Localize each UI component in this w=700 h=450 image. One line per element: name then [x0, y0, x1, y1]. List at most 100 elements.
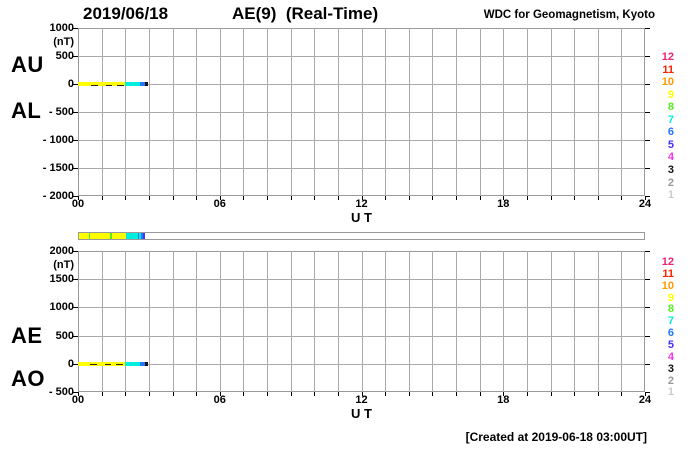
x-tick-mark	[503, 392, 505, 396]
y-tick-label: 1000	[49, 22, 74, 34]
x-tick-mark	[432, 392, 434, 396]
y-tick-mark	[645, 363, 650, 365]
legend-station-count: 9	[667, 291, 674, 304]
index-label-ao: AO	[11, 366, 45, 391]
legend-station-count: 1	[667, 386, 674, 399]
x-tick-mark	[385, 196, 387, 200]
trace-segment	[145, 361, 149, 366]
x-tick-mark	[526, 392, 528, 396]
gridline-vertical	[408, 251, 410, 392]
legend-station-count: 2	[667, 374, 674, 387]
y-tick-label: 500	[55, 329, 74, 342]
status-bar-segment	[139, 233, 141, 239]
legend-station-count: 10	[661, 76, 674, 89]
gridline-horizontal	[78, 335, 645, 337]
gridline-vertical	[574, 251, 576, 392]
trace-overlap-mark	[105, 364, 112, 366]
status-bar-segment	[140, 233, 144, 239]
legend-station-count: 8	[667, 101, 674, 114]
x-tick-mark	[219, 196, 221, 200]
legend-station-count: 3	[667, 163, 674, 176]
legend-station-count: 3	[667, 362, 674, 375]
gridline-vertical	[361, 251, 363, 392]
gridline-horizontal	[78, 363, 645, 365]
y-tick-mark	[73, 196, 78, 197]
x-tick-mark	[385, 392, 387, 396]
y-tick-label: 0	[67, 357, 74, 370]
trace-overlap-mark	[116, 84, 125, 86]
x-tick-mark	[125, 196, 127, 200]
status-bar-segment	[90, 233, 111, 239]
y-tick-label: - 500	[48, 106, 74, 118]
x-tick-mark	[290, 196, 292, 200]
y-tick-mark	[645, 392, 650, 393]
legend-station-count: 1	[667, 189, 674, 202]
x-tick-mark	[196, 392, 198, 396]
legend-station-count: 4	[667, 350, 674, 363]
x-tick-mark	[645, 196, 646, 200]
gridline-vertical	[550, 251, 552, 392]
y-tick-label: 1000	[49, 301, 74, 314]
x-tick-mark	[456, 196, 457, 200]
legend-station-count: 4	[667, 151, 674, 164]
y-tick-mark	[645, 251, 650, 252]
trace-overlap-mark	[89, 364, 97, 366]
gridline-horizontal	[78, 112, 645, 113]
status-bar-segment	[79, 233, 89, 239]
y-axis-unit-label: (nT)	[53, 259, 74, 271]
y-tick-mark	[645, 196, 650, 197]
x-tick-mark	[219, 392, 221, 396]
y-tick-mark	[645, 140, 650, 141]
y-tick-label: 2000	[49, 245, 74, 257]
gridline-horizontal	[78, 84, 645, 85]
legend-station-count: 2	[667, 176, 674, 189]
x-tick-mark	[621, 196, 623, 200]
x-tick-mark	[314, 196, 316, 200]
legend-station-count: 7	[667, 315, 674, 328]
x-tick-label: 24	[638, 198, 652, 210]
gridline-vertical	[479, 251, 481, 392]
x-tick-mark	[101, 196, 103, 200]
x-tick-mark	[574, 196, 576, 200]
gridline-vertical	[125, 251, 127, 392]
x-tick-mark	[125, 392, 127, 396]
x-tick-mark	[361, 392, 363, 396]
y-tick-mark	[73, 84, 78, 85]
gridline-vertical	[597, 251, 599, 392]
y-tick-mark	[73, 279, 78, 281]
y-tick-mark	[73, 392, 78, 393]
x-tick-label: 24	[638, 394, 652, 406]
x-tick-mark	[645, 392, 646, 396]
plot-date: 2019/06/18	[83, 4, 169, 23]
x-tick-mark	[526, 196, 528, 200]
y-tick-mark	[645, 84, 650, 85]
gridline-vertical	[219, 251, 221, 392]
gridline-vertical	[621, 251, 623, 392]
x-tick-mark	[148, 196, 150, 200]
gridline-vertical	[337, 251, 339, 392]
created-timestamp: [Created at 2019-06-18 03:00UT]	[465, 430, 647, 444]
x-tick-label: 06	[213, 394, 226, 406]
x-tick-mark	[550, 392, 552, 396]
trace-segment	[125, 82, 140, 86]
trace-segment	[145, 82, 149, 86]
x-tick-mark	[432, 196, 434, 200]
x-tick-mark	[196, 196, 198, 200]
x-tick-mark	[267, 392, 268, 396]
x-tick-mark	[479, 196, 481, 200]
plot-title: AE(9) (Real-Time)	[232, 4, 379, 23]
gridline-vertical	[385, 251, 387, 392]
status-bar-segment	[88, 233, 91, 239]
legend-station-count: 7	[667, 113, 674, 126]
x-tick-mark	[574, 392, 576, 396]
y-tick-mark	[73, 56, 78, 57]
x-axis-unit-label: U T	[351, 210, 372, 225]
y-tick-mark	[645, 28, 650, 29]
y-tick-mark	[645, 56, 650, 57]
y-tick-mark	[73, 168, 78, 169]
legend-station-count: 11	[662, 267, 674, 280]
gridline-vertical	[172, 251, 174, 392]
y-tick-label: - 2000	[42, 190, 74, 202]
y-tick-mark	[645, 112, 650, 113]
